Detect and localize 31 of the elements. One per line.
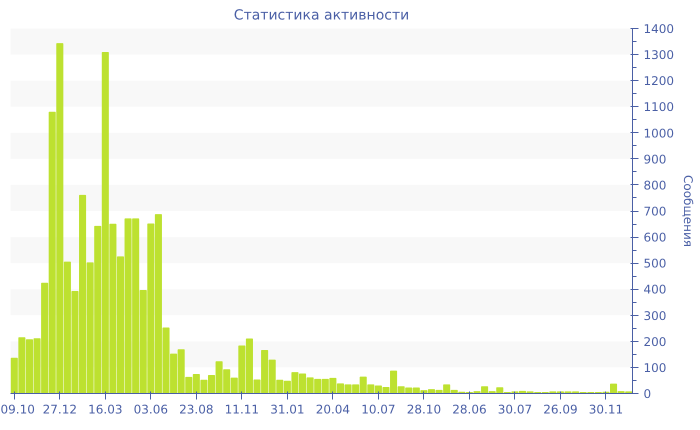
y-tick-label: 1000 [644, 126, 674, 140]
x-tick-label: 10.07 [361, 402, 396, 416]
y-tick-label: 400 [644, 282, 666, 297]
y-tick-label: 800 [644, 178, 666, 192]
x-tick-label: 09.10 [0, 402, 35, 416]
y-tick-label: 1300 [644, 48, 674, 62]
y-tick-label: 600 [644, 230, 666, 245]
y-tick-label: 100 [644, 360, 666, 375]
x-tick-label: 31.01 [270, 402, 305, 416]
chart-title: Статистика активности [234, 8, 410, 24]
x-tick-label: 03.06 [134, 402, 168, 416]
x-tick-label: 28.10 [406, 402, 442, 416]
x-tick-label: 11.11 [224, 402, 260, 416]
x-tick-label: 30.07 [498, 402, 532, 416]
y-axis-title: Сообщения [681, 174, 696, 248]
x-tick-label: 16.03 [88, 402, 122, 416]
y-tick-label: 1100 [644, 100, 674, 114]
y-tick-label: 300 [644, 308, 666, 323]
x-tick-label: 30.11 [588, 402, 624, 416]
x-tick-label: 26.09 [543, 402, 578, 416]
y-tick-label: 0 [644, 387, 652, 401]
y-tick-label: 1200 [644, 74, 674, 88]
y-tick-label: 500 [644, 256, 666, 271]
y-tick-label: 900 [644, 152, 666, 166]
y-tick-label: 1400 [644, 22, 674, 36]
y-tick-label: 200 [644, 334, 666, 349]
x-tick-label: 23.08 [179, 402, 214, 416]
y-tick-label: 700 [644, 204, 666, 218]
x-tick-label: 27.12 [42, 402, 77, 416]
x-tick-label: 28.06 [452, 402, 487, 416]
x-tick-label: 20.04 [316, 402, 350, 416]
